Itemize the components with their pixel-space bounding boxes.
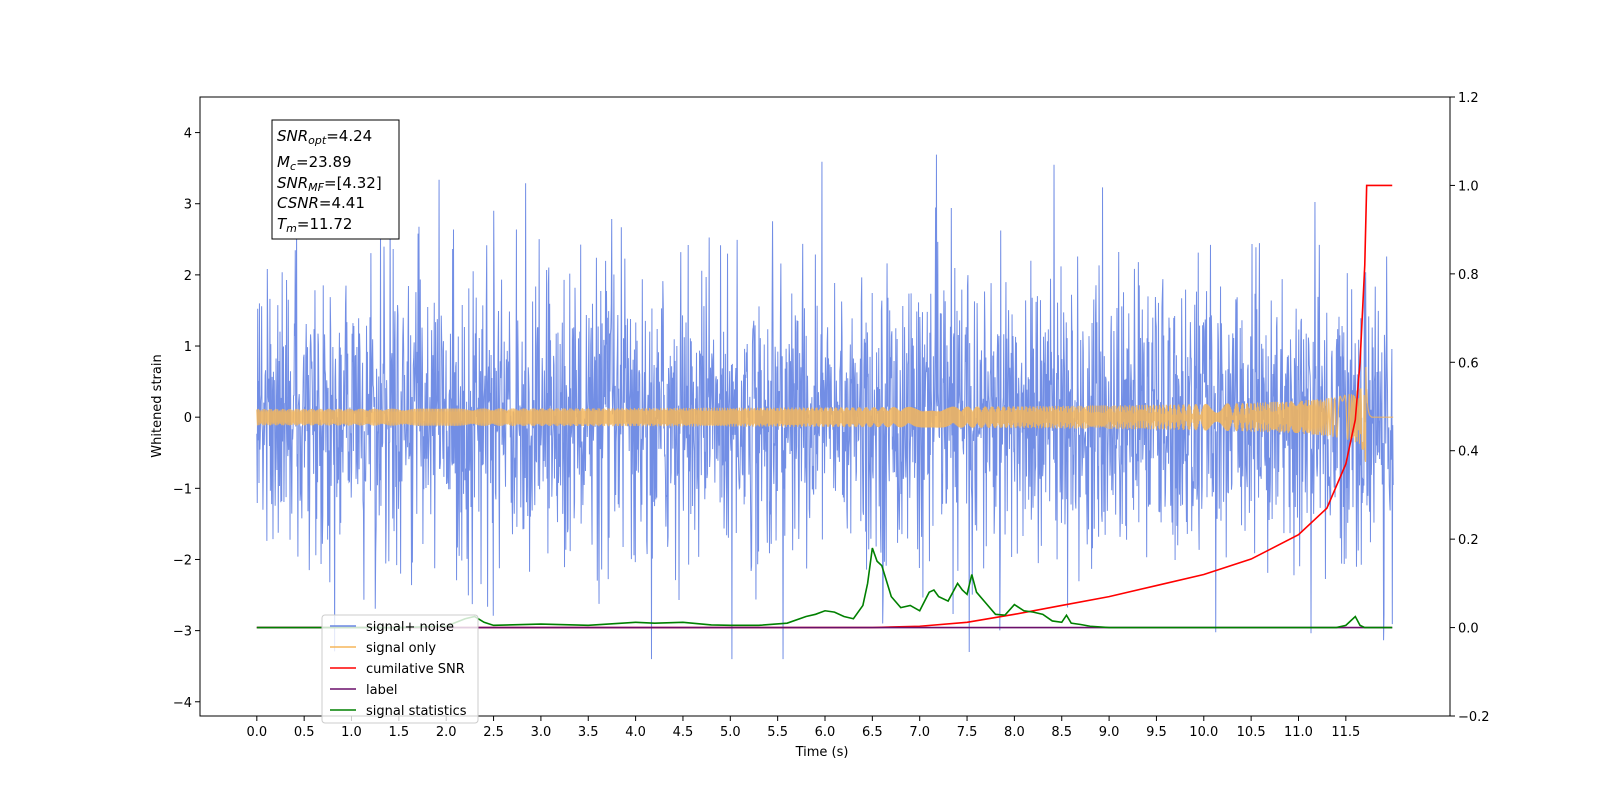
y-tick-label: 1 [184,340,192,355]
series-signal-noise [256,154,1394,660]
snr-opt-value: =4.24 [326,127,372,145]
legend: signal+ noise signal only cumilative SNR… [321,614,479,724]
x-tick-label: 4.5 [673,725,694,740]
snr-opt-sub: opt [308,134,327,147]
y2-tick-label: 0.4 [1458,445,1479,460]
y2-tick-label: 0.2 [1458,533,1479,548]
series-signal-only [256,366,1394,463]
y-tick-label: −4 [173,696,192,711]
y2-tick-label: 0.8 [1458,268,1479,283]
y-axis-left: 4 3 2 1 0 −1 −2 −3 −4 [173,127,200,711]
y-axis-label: Whitened strain [150,354,165,457]
tm-base: T [277,215,288,233]
x-tick-label: 11.5 [1331,725,1360,740]
mc-value: =23.89 [296,153,352,171]
legend-label-signal-only: signal only [366,641,436,656]
x-tick-label: 4.0 [625,725,646,740]
x-tick-label: 5.0 [720,725,741,740]
stats-annotation-box: SNRopt=4.24 Mc=23.89 SNRMF=[4.32] CSNR=4… [271,119,400,240]
y-axis-right: 1.2 1.0 0.8 0.6 0.4 0.2 0.0 −0.2 [1450,91,1490,725]
y-tick-label: −1 [173,482,192,497]
x-tick-label: 10.0 [1189,725,1218,740]
y2-tick-label: 0.0 [1458,622,1479,637]
x-tick-label: 6.0 [815,725,836,740]
tm-text: Tm=11.72 [277,215,352,235]
csnr-value: =4.41 [319,194,365,212]
series-signal-statistics [256,547,1393,629]
x-tick-label: 3.5 [578,725,599,740]
csnr-base: CSNR [277,194,319,212]
x-tick-label: 9.0 [1099,725,1120,740]
legend-label-signal-noise: signal+ noise [366,620,454,635]
y2-tick-label: −0.2 [1458,710,1490,725]
snr-mf-text: SNRMF=[4.32] [277,174,382,194]
mc-text: Mc=23.89 [277,153,352,173]
y-tick-label: −2 [173,553,192,568]
x-axis-label: Time (s) [795,745,849,760]
snr-mf-base: SNR [277,174,308,192]
x-axis: 0.0 0.5 1.0 1.5 2.0 2.5 3.0 3.5 4.0 4.5 5.0 5.5 6.0 6… [246,716,1360,740]
y2-tick-label: 1.0 [1458,179,1479,194]
x-tick-label: 2.5 [483,725,504,740]
legend-label-label: label [366,683,397,698]
x-tick-label: 0.5 [294,725,315,740]
x-tick-label: 9.5 [1146,725,1167,740]
legend-label-cumulative-snr: cumilative SNR [366,662,465,677]
snr-opt-base: SNR [277,127,308,145]
y-tick-label: −3 [173,625,192,640]
series-cumulative-snr [256,184,1393,629]
y2-tick-label: 1.2 [1458,91,1479,106]
annotation-frame [271,119,400,240]
x-tick-label: 3.0 [531,725,552,740]
snr-mf-value: =[4.32] [324,174,382,192]
tm-sub: m [286,222,297,235]
x-tick-label: 7.5 [957,725,978,740]
legend-frame [321,614,479,724]
mc-sub: c [290,160,296,173]
x-tick-label: 5.5 [767,725,788,740]
y2-tick-label: 0.6 [1458,356,1479,371]
x-tick-label: 0.0 [246,725,267,740]
x-tick-label: 11.0 [1284,725,1313,740]
plot-area [256,154,1394,660]
x-tick-label: 8.5 [1051,725,1072,740]
y-tick-label: 2 [184,269,192,284]
snr-opt-text: SNRopt=4.24 [277,127,372,147]
x-tick-label: 10.5 [1237,725,1266,740]
mc-base: M [277,153,290,171]
x-tick-label: 7.0 [909,725,930,740]
y-tick-label: 0 [184,411,192,426]
x-tick-label: 6.5 [862,725,883,740]
y-tick-label: 3 [184,198,192,213]
legend-label-signal-statistics: signal statistics [366,704,467,719]
x-tick-label: 8.0 [1004,725,1025,740]
x-tick-label: 1.0 [341,725,362,740]
tm-value: =11.72 [297,215,353,233]
csnr-text: CSNR=4.41 [277,194,365,212]
y-tick-label: 4 [184,127,192,142]
x-tick-label: 2.0 [436,725,457,740]
snr-mf-sub: MF [308,181,324,194]
x-tick-label: 1.5 [389,725,410,740]
